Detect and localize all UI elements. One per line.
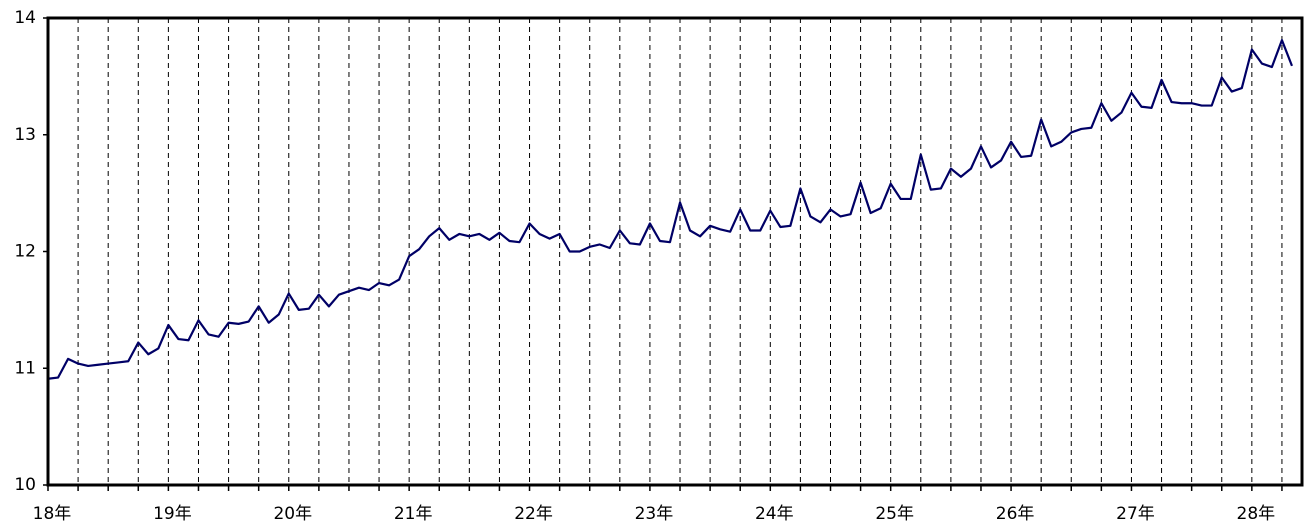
- y-tick-label: 10: [14, 475, 36, 495]
- x-tick-label: 25年: [875, 504, 914, 524]
- y-tick-label: 14: [14, 8, 36, 28]
- y-tick-label: 13: [14, 125, 36, 145]
- y-tick-label: 12: [14, 242, 36, 262]
- x-tick-label: 26年: [996, 504, 1035, 524]
- y-tick-label: 11: [14, 358, 36, 378]
- x-tick-label: 20年: [273, 504, 312, 524]
- data-line: [47, 39, 1293, 380]
- x-tick-label: 18年: [33, 504, 72, 524]
- x-tick-label: 19年: [153, 504, 192, 524]
- x-tick-label: 23年: [635, 504, 674, 524]
- plot-frame: [46, 16, 1304, 487]
- x-tick-label: 28年: [1237, 504, 1276, 524]
- x-tick-label: 21年: [394, 504, 433, 524]
- x-tick-label: 22年: [514, 504, 553, 524]
- x-tick-label: 27年: [1116, 504, 1155, 524]
- x-tick-label: 24年: [755, 504, 794, 524]
